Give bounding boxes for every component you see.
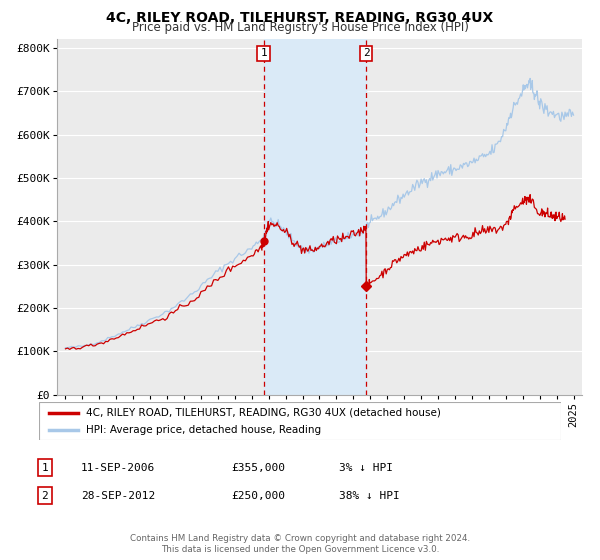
Bar [263,39,366,395]
Text: 11-SEP-2006: 11-SEP-2006 [81,463,155,473]
FancyBboxPatch shape [39,402,561,440]
Text: Contains HM Land Registry data © Crown copyright and database right 2024.
This d: Contains HM Land Registry data © Crown c… [130,534,470,554]
Text: 38% ↓ HPI: 38% ↓ HPI [339,491,400,501]
Text: 28-SEP-2012: 28-SEP-2012 [81,491,155,501]
Text: 3% ↓ HPI: 3% ↓ HPI [339,463,393,473]
Text: 1: 1 [41,463,49,473]
Text: 1: 1 [260,48,267,58]
Text: HPI: Average price, detached house, Reading: HPI: Average price, detached house, Read… [86,425,321,435]
Text: £250,000: £250,000 [231,491,285,501]
Text: 4C, RILEY ROAD, TILEHURST, READING, RG30 4UX (detached house): 4C, RILEY ROAD, TILEHURST, READING, RG30… [86,408,441,418]
Text: Price paid vs. HM Land Registry's House Price Index (HPI): Price paid vs. HM Land Registry's House … [131,21,469,34]
Text: 2: 2 [41,491,49,501]
Text: 2: 2 [362,48,370,58]
Text: £355,000: £355,000 [231,463,285,473]
Text: 4C, RILEY ROAD, TILEHURST, READING, RG30 4UX: 4C, RILEY ROAD, TILEHURST, READING, RG30… [106,11,494,25]
